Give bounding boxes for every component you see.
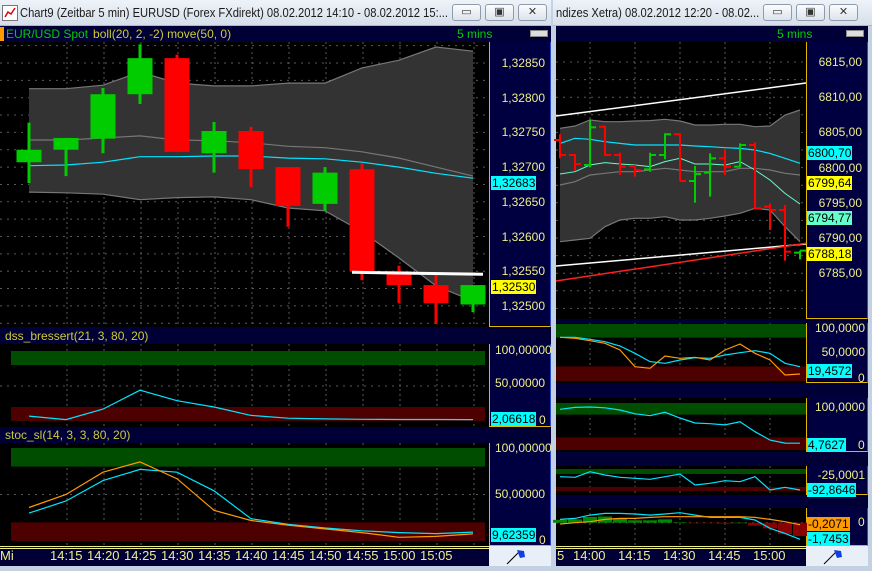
maximize-icon: ▣ (494, 6, 505, 18)
maximize-button[interactable]: ▣ (485, 4, 514, 21)
stoc-axis[interactable] (489, 443, 551, 546)
stoc-pane-header: stoc_sl(14, 3, 3, 80, 20) (0, 427, 551, 443)
right-pane3-area[interactable] (556, 466, 806, 495)
chart-app-icon-glyph (4, 7, 16, 18)
right-pane4-area[interactable] (556, 508, 806, 546)
pane-separator (556, 495, 868, 508)
draw-tool-flag-icon (823, 550, 842, 565)
right-price-axis[interactable] (806, 42, 868, 319)
price-pane-header: EUR/USD Spot boll(20, 2, -2) move(50, 0)… (0, 26, 551, 42)
dss-chart-area[interactable] (0, 344, 489, 427)
interval-label: 5 mins (457, 27, 493, 41)
right-pane1-area[interactable] (556, 323, 806, 383)
maximize-button[interactable]: ▣ (796, 4, 825, 21)
pane-resize-handle[interactable] (846, 30, 864, 37)
pane-separator (556, 452, 868, 466)
stoc-chart-area[interactable] (0, 443, 489, 546)
symbol-label: EUR/USD Spot (6, 27, 89, 41)
window-title: ndizes Xetra) 08.02.2012 12:20 - 08.02..… (556, 5, 760, 20)
window-title: Chart9 (Zeitbar 5 min) EURUSD (Forex FXd… (20, 5, 449, 20)
pane-resize-handle[interactable] (530, 30, 548, 37)
minimize-button[interactable]: ▭ (452, 4, 481, 21)
left-draw-tool-button[interactable] (489, 546, 551, 566)
indicator-label: boll(20, 2, -2) move(50, 0) (93, 27, 232, 41)
minimize-button[interactable]: ▭ (763, 4, 792, 21)
draw-tool-flag-icon (506, 550, 525, 565)
maximize-icon: ▣ (805, 6, 816, 18)
price-pane-header-labels: EUR/USD Spot boll(20, 2, -2) move(50, 0) (6, 27, 231, 41)
dss-axis[interactable] (489, 344, 551, 427)
right-pane4-axis[interactable] (806, 508, 868, 546)
right-window-titlebar[interactable]: ndizes Xetra) 08.02.2012 12:20 - 08.02..… (553, 0, 872, 26)
right-pane3-axis[interactable] (806, 466, 868, 495)
price-axis[interactable] (489, 42, 551, 327)
right-price-pane-header: 5 mins (556, 26, 868, 42)
dss-pane-title: dss_bressert(21, 3, 80, 20) (5, 329, 149, 343)
left-time-axis[interactable] (0, 546, 489, 566)
chart-app-icon (2, 5, 18, 21)
close-button[interactable]: ✕ (518, 4, 547, 21)
right-pane1-axis[interactable] (806, 323, 868, 383)
right-draw-tool-button[interactable] (806, 546, 868, 566)
close-icon: ✕ (527, 6, 538, 18)
minimize-icon: ▭ (772, 6, 783, 18)
close-button[interactable]: ✕ (829, 4, 858, 21)
right-pane2-axis[interactable] (806, 398, 868, 452)
right-price-chart-area[interactable] (556, 42, 806, 319)
pane-separator (556, 383, 868, 398)
left-window-titlebar[interactable]: Chart9 (Zeitbar 5 min) EURUSD (Forex FXd… (0, 0, 551, 26)
stoc-pane-title: stoc_sl(14, 3, 3, 80, 20) (5, 428, 131, 442)
dss-pane-header: dss_bressert(21, 3, 80, 20) (0, 327, 551, 344)
right-time-axis[interactable] (556, 546, 806, 566)
interval-label: 5 mins (777, 27, 813, 41)
price-chart-area[interactable] (0, 42, 489, 327)
close-icon: ✕ (838, 6, 849, 18)
pane-separator (556, 319, 868, 323)
right-pane2-area[interactable] (556, 398, 806, 452)
pane-marker (0, 27, 4, 41)
minimize-icon: ▭ (461, 6, 472, 18)
